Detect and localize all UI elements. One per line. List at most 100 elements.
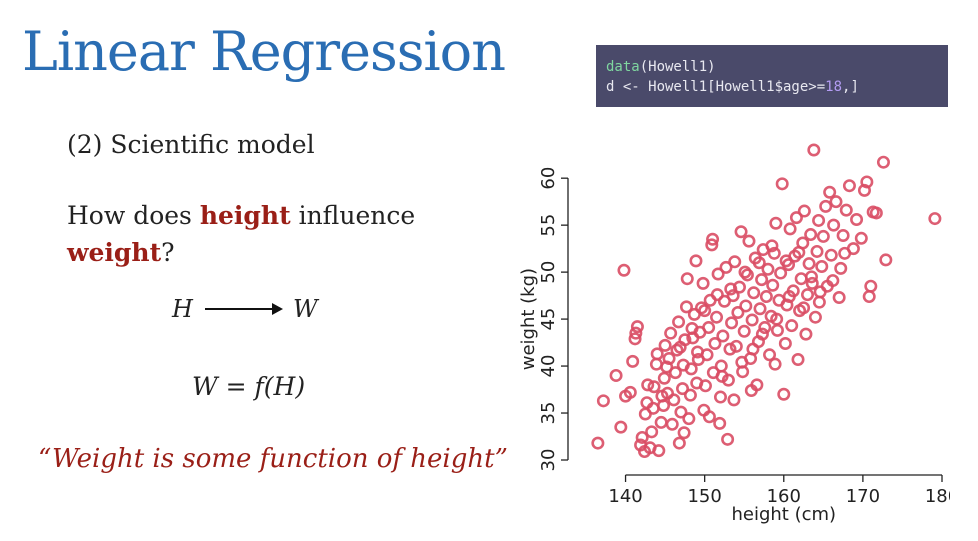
data-point (716, 329, 730, 343)
data-point (660, 360, 674, 374)
data-point (779, 254, 793, 268)
data-point (685, 321, 699, 335)
data-point (815, 259, 829, 273)
data-point (626, 354, 640, 368)
data-point (804, 270, 818, 284)
data-point (836, 228, 850, 242)
data-point (876, 155, 890, 169)
data-point (864, 279, 878, 293)
data-point (812, 213, 826, 227)
x-tick-label: 140 (608, 486, 642, 507)
data-point (731, 306, 745, 320)
data-point (769, 216, 783, 230)
data-point (706, 232, 720, 246)
data-point (928, 212, 942, 226)
data-point (657, 371, 671, 385)
data-point (689, 254, 703, 268)
data-point (652, 444, 666, 458)
data-point (850, 213, 864, 227)
question-mark: ? (161, 238, 175, 267)
data-point (734, 225, 748, 239)
data-point (715, 369, 729, 383)
data-point (719, 260, 733, 274)
data-point (696, 276, 710, 290)
y-tick-label: 35 (538, 402, 559, 425)
data-point (755, 327, 769, 341)
data-point (740, 268, 754, 282)
data-point (676, 382, 690, 396)
data-point (650, 347, 664, 361)
data-point (695, 301, 709, 315)
data-point (778, 337, 792, 351)
question-weight: weight (67, 238, 162, 267)
slide-title: Linear Regression (22, 20, 506, 83)
data-point (745, 313, 759, 327)
data-point (655, 389, 669, 403)
data-point (785, 319, 799, 333)
data-point (665, 417, 679, 431)
data-point (789, 211, 803, 225)
data-point (737, 324, 751, 338)
data-point (792, 245, 806, 259)
data-point (832, 290, 846, 304)
dag-node-h: H (172, 295, 193, 323)
research-question: How does height influence weight? (67, 197, 427, 271)
data-point (805, 276, 819, 290)
data-point (774, 266, 788, 280)
data-point (705, 238, 719, 252)
data-point (672, 315, 686, 329)
causal-diagram: H W (172, 295, 318, 323)
data-point (729, 339, 743, 353)
data-point (609, 368, 623, 382)
data-point (738, 265, 752, 279)
data-point (662, 352, 676, 366)
data-point (777, 387, 791, 401)
data-point (782, 290, 796, 304)
data-point (807, 143, 821, 157)
data-point (763, 348, 777, 362)
y-tick-label: 55 (538, 214, 559, 237)
data-point (713, 390, 727, 404)
x-tick-label: 150 (687, 486, 721, 507)
data-point (799, 327, 813, 341)
data-point (854, 231, 868, 245)
data-point (753, 302, 767, 316)
data-point (725, 316, 739, 330)
data-point (755, 273, 769, 287)
data-point (708, 337, 722, 351)
data-point (802, 257, 816, 271)
data-point (674, 405, 688, 419)
data-point (710, 310, 724, 324)
code-line2-end: ,] (842, 79, 859, 95)
data-point (645, 425, 659, 439)
data-point (713, 416, 727, 430)
data-point (826, 274, 840, 288)
question-text-start: How does (67, 201, 200, 230)
y-tick-label: 30 (538, 449, 559, 472)
data-point (667, 393, 681, 407)
data-point (638, 445, 652, 459)
data-point (677, 426, 691, 440)
y-axis-title: weight (kg) (518, 268, 539, 370)
data-point (768, 357, 782, 371)
data-point (647, 380, 661, 394)
data-point (816, 229, 830, 243)
code-line2: d <- Howell1[Howell1$age>= (606, 79, 826, 95)
data-point (827, 218, 841, 232)
data-point (683, 388, 697, 402)
data-point (711, 267, 725, 281)
data-point (679, 300, 693, 314)
code-number: 18 (825, 79, 843, 95)
data-point (672, 436, 686, 450)
y-tick-label: 60 (538, 167, 559, 190)
scatter-chart: 140 150 160 170 180 30 35 40 45 50 55 60 height (cm)… (518, 143, 950, 525)
data-point (879, 253, 893, 267)
data-point (698, 379, 712, 393)
data-point (714, 359, 728, 373)
data-point (629, 326, 643, 340)
data-point (680, 272, 694, 286)
data-point (744, 383, 758, 397)
x-tick-label: 170 (846, 486, 880, 507)
data-point (649, 357, 663, 371)
data-point (801, 288, 815, 302)
